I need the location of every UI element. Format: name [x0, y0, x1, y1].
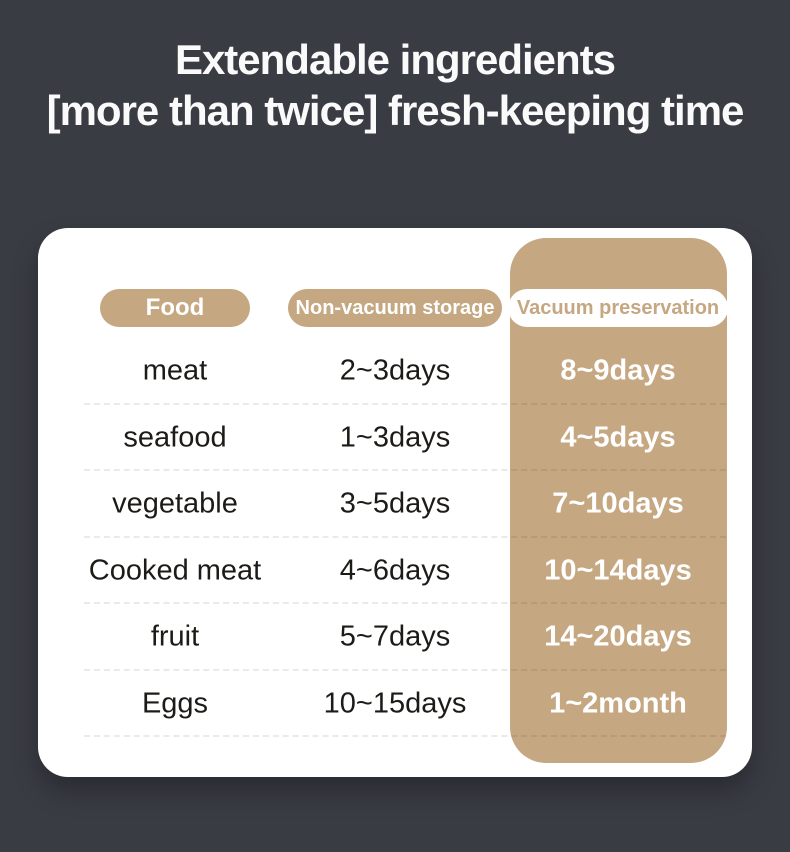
- column-header-vacuum: Vacuum preservation: [508, 289, 728, 327]
- page-title-line1: Extendable ingredients: [174, 36, 616, 83]
- vacuum-value: 10~14days: [544, 554, 692, 587]
- page-title-line2: [more than twice] fresh-keeping time: [46, 87, 745, 134]
- comparison-table-card: Food Non-vacuum storage Vacuum preservat…: [38, 228, 752, 777]
- column-header-food-label: Food: [145, 294, 205, 321]
- column-header-vacuum-label: Vacuum preservation: [516, 296, 720, 319]
- table-row-seafood: seafood 1~3days 4~5days: [38, 405, 752, 472]
- food-name: Eggs: [141, 687, 209, 720]
- non-vacuum-value: 5~7days: [339, 620, 451, 653]
- vacuum-value: 7~10days: [552, 487, 684, 520]
- table-row-fruit: fruit 5~7days 14~20days: [38, 604, 752, 671]
- food-name: Cooked meat: [88, 554, 262, 587]
- table-row-meat: meat 2~3days 8~9days: [38, 338, 752, 405]
- column-header-non-vacuum-label: Non-vacuum storage: [295, 296, 495, 319]
- food-name: vegetable: [112, 487, 238, 520]
- non-vacuum-value: 1~3days: [339, 421, 451, 454]
- column-header-non-vacuum: Non-vacuum storage: [288, 289, 502, 327]
- non-vacuum-value: 4~6days: [339, 554, 451, 587]
- food-name: meat: [142, 354, 208, 387]
- table-row-vegetable: vegetable 3~5days 7~10days: [38, 471, 752, 538]
- table-row-eggs: Eggs 10~15days 1~2month: [38, 671, 752, 738]
- vacuum-value: 4~5days: [560, 421, 676, 454]
- vacuum-value: 1~2month: [549, 687, 687, 720]
- table-rows: meat 2~3days 8~9days seafood 1~3days 4~5…: [38, 338, 752, 737]
- food-name: fruit: [150, 620, 200, 653]
- page-title: Extendable ingredients [more than twice]…: [0, 34, 790, 136]
- food-name: seafood: [123, 421, 227, 454]
- non-vacuum-value: 2~3days: [339, 354, 451, 387]
- table-row-cooked-meat: Cooked meat 4~6days 10~14days: [38, 538, 752, 605]
- vacuum-value: 14~20days: [544, 620, 692, 653]
- non-vacuum-value: 10~15days: [323, 687, 467, 720]
- column-header-food: Food: [100, 289, 250, 327]
- vacuum-value: 8~9days: [560, 354, 676, 387]
- non-vacuum-value: 3~5days: [339, 487, 451, 520]
